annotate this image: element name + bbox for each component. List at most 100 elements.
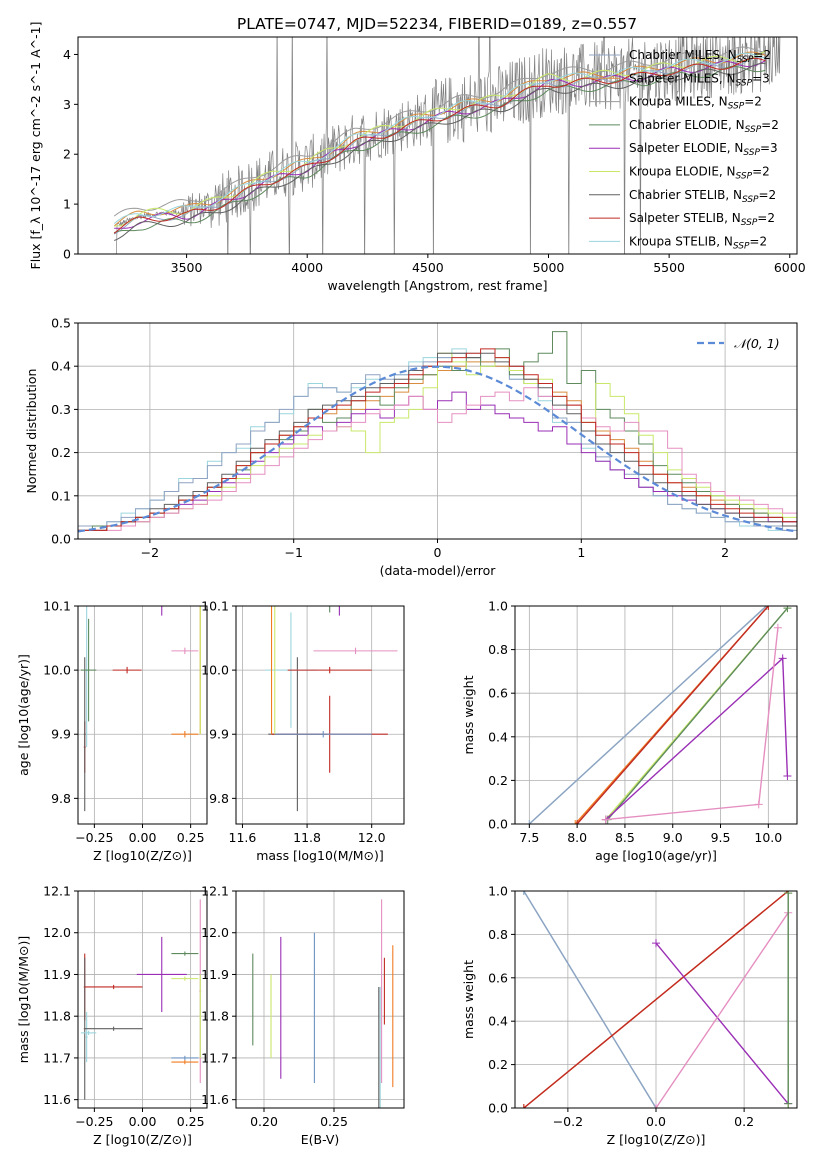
y-tick-label: 2 bbox=[63, 147, 71, 162]
plot-area bbox=[525, 606, 792, 824]
y-tick-label: 11.9 bbox=[43, 967, 71, 982]
x-axis-label: Z [log10(Z/Z⊙)] bbox=[607, 1132, 706, 1147]
normal-curve bbox=[78, 365, 797, 533]
y-axis-label: mass weight bbox=[461, 960, 476, 1039]
mass-weight-line bbox=[655, 942, 789, 1105]
x-axis-label: mass [log10(M/M⊙)] bbox=[256, 848, 384, 863]
y-axis-label: Flux [f_λ 10^-17 erg cm^-2 s^-1 A^-1] bbox=[28, 22, 43, 270]
axes-frame bbox=[235, 890, 405, 1109]
legend-label: Salpeter STELIB, NSSP=2 bbox=[629, 211, 775, 228]
y-tick-label: 0.6 bbox=[488, 686, 508, 701]
y-tick-label: 0 bbox=[63, 247, 71, 262]
y-axis-label: age [log10(age/yr)] bbox=[16, 654, 31, 776]
model-line-chabrier-stelib bbox=[114, 62, 766, 241]
legend-label: Kroupa STELIB, NSSP=2 bbox=[629, 234, 767, 251]
y-tick-label: 0.0 bbox=[488, 1101, 508, 1116]
model-line-salpeter-stelib bbox=[113, 57, 766, 234]
y-tick-label: 11.8 bbox=[201, 1009, 229, 1024]
plot-area bbox=[252, 899, 394, 1108]
marker-plus bbox=[519, 891, 528, 895]
x-tick-label: 0.25 bbox=[177, 830, 205, 845]
legend-label: 𝒩(0, 1) bbox=[734, 336, 780, 351]
x-tick-label: −0.2 bbox=[553, 1114, 583, 1129]
y-tick-label: 10.0 bbox=[201, 663, 229, 678]
marker-plus bbox=[754, 800, 763, 809]
x-axis-label: (data-model)/error bbox=[380, 563, 497, 578]
y-tick-label: 12.1 bbox=[201, 884, 229, 899]
model-line-chabrier-elodie bbox=[114, 65, 766, 234]
mass-weight-line bbox=[523, 891, 657, 1108]
y-tick-label: 0.1 bbox=[51, 488, 71, 503]
x-tick-label: 12.0 bbox=[358, 830, 386, 845]
y-tick-label: 9.8 bbox=[51, 791, 71, 806]
y-axis-label: mass [log10(M/M⊙)] bbox=[16, 936, 31, 1064]
x-tick-label: 0.0 bbox=[646, 1114, 666, 1129]
y-tick-label: 0.0 bbox=[51, 532, 71, 547]
x-tick-label: 6000 bbox=[774, 260, 806, 275]
x-tick-label: 2 bbox=[721, 545, 729, 560]
marker-plus bbox=[652, 1104, 660, 1108]
x-axis-label: Z [log10(Z/Z⊙)] bbox=[93, 848, 192, 863]
y-tick-label: 0.4 bbox=[488, 729, 508, 744]
y-tick-label: 12.0 bbox=[43, 925, 71, 940]
y-tick-label: 0.5 bbox=[51, 316, 71, 331]
x-tick-label: −1 bbox=[284, 545, 302, 560]
y-tick-label: 11.6 bbox=[201, 1092, 229, 1107]
x-tick-label: 4500 bbox=[412, 260, 444, 275]
y-tick-label: 0.2 bbox=[488, 1057, 508, 1072]
mass-weight-line bbox=[528, 606, 767, 824]
marker-plus bbox=[784, 891, 793, 898]
marker-plus bbox=[525, 820, 534, 824]
y-tick-label: 11.6 bbox=[43, 1092, 71, 1107]
mass-weight-line bbox=[655, 912, 789, 1108]
panel-residuals: 𝒩(0, 1) −2 −1 0 1 2 0.0 0.1 0.2 0.3 0.4 0.5 (data-mo… bbox=[24, 316, 798, 578]
model-line-kroupa-elodie bbox=[114, 50, 766, 227]
x-tick-label: 0.25 bbox=[177, 1114, 205, 1129]
legend-label: Salpeter ELODIE, NSSP=3 bbox=[629, 141, 778, 158]
y-axis-label: mass weight bbox=[461, 675, 476, 754]
legend: 𝒩(0, 1) bbox=[697, 336, 780, 351]
x-tick-label: 5500 bbox=[653, 260, 685, 275]
x-tick-label: 0.25 bbox=[320, 1114, 348, 1129]
x-tick-label: −2 bbox=[141, 545, 159, 560]
plot-area bbox=[519, 891, 793, 1108]
panel-mass_vs_Z: −0.25 0.00 0.25 11.6 11.7 11.8 11.9 12.0 12.1 Z [… bbox=[16, 884, 208, 1147]
x-tick-label: −0.25 bbox=[75, 1114, 113, 1129]
y-tick-label: 11.7 bbox=[201, 1050, 229, 1065]
model-line-kroupa-miles bbox=[113, 46, 766, 217]
plot-area bbox=[113, 37, 781, 254]
x-tick-label: 0.00 bbox=[129, 1114, 157, 1129]
y-tick-label: 9.8 bbox=[209, 791, 229, 806]
x-tick-label: 0 bbox=[434, 545, 442, 560]
marker-plus bbox=[573, 820, 582, 824]
y-tick-label: 11.7 bbox=[43, 1050, 71, 1065]
legend-label: Kroupa MILES, NSSP=2 bbox=[629, 95, 762, 112]
plot-area bbox=[78, 331, 797, 539]
y-tick-label: 9.9 bbox=[51, 727, 71, 742]
x-axis-label: Z [log10(Z/Z⊙)] bbox=[93, 1132, 192, 1147]
marker-plus bbox=[601, 815, 610, 824]
x-tick-label: 8.5 bbox=[615, 830, 635, 845]
y-tick-label: 12.0 bbox=[201, 925, 229, 940]
panel-age_vs_mass: 11.6 11.8 12.0 9.8 9.9 10.0 10.1 mass [log10(M/… bbox=[201, 599, 405, 863]
marker-plus bbox=[652, 939, 660, 948]
y-tick-label: 1.0 bbox=[488, 599, 508, 614]
x-tick-label: 1 bbox=[577, 545, 585, 560]
legend-label: Chabrier STELIB, NSSP=2 bbox=[629, 188, 776, 205]
y-tick-label: 10.1 bbox=[43, 599, 71, 614]
model-line-kroupa-stelib bbox=[113, 52, 766, 224]
x-tick-label: 0.20 bbox=[250, 1114, 278, 1129]
panel-age_vs_Z: −0.25 0.00 0.25 9.8 9.9 10.0 10.1 Z [log10(Z/Z⊙… bbox=[16, 599, 208, 863]
marker-plus bbox=[773, 623, 782, 632]
x-tick-label: 7.5 bbox=[519, 830, 539, 845]
x-tick-label: 8.0 bbox=[567, 830, 587, 845]
legend-label: Kroupa ELODIE, NSSP=2 bbox=[629, 165, 770, 182]
y-tick-label: 0.3 bbox=[51, 402, 71, 417]
x-tick-label: −0.25 bbox=[75, 830, 113, 845]
axes-frame bbox=[235, 605, 405, 825]
y-tick-label: 0.2 bbox=[51, 445, 71, 460]
y-tick-label: 0.8 bbox=[488, 642, 508, 657]
marker-plus bbox=[519, 1104, 528, 1108]
y-tick-label: 0.8 bbox=[488, 927, 508, 942]
